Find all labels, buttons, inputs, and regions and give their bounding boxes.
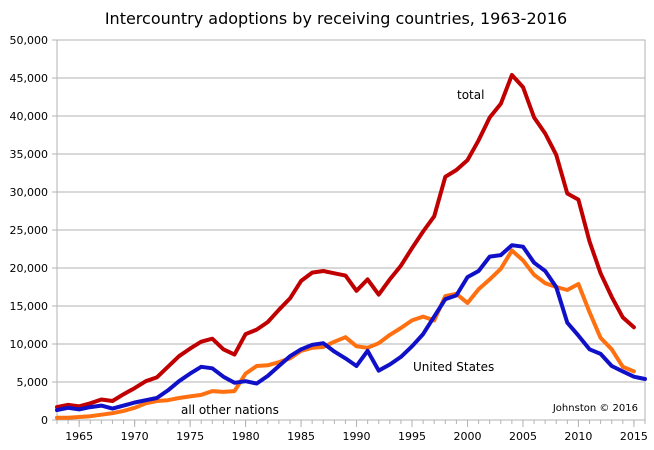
x-tick-label: 1970	[121, 430, 149, 443]
y-tick-label: 5,000	[17, 376, 49, 389]
y-axis-ticks: 0 5,000 10,000 15,000 20,000 25,000 30,000 35,0…	[10, 34, 57, 427]
united-states-label: United States	[413, 360, 494, 374]
x-tick-label: 1975	[176, 430, 204, 443]
series-line-united-states	[55, 243, 647, 413]
x-tick-label: 1985	[287, 430, 315, 443]
y-tick-label: 15,000	[10, 300, 49, 313]
y-tick-label: 30,000	[10, 186, 49, 199]
credit-label: Johnston © 2016	[552, 403, 638, 414]
x-tick-label: 2010	[564, 430, 592, 443]
x-tick-label: 2005	[509, 430, 537, 443]
total-label: total	[457, 88, 484, 102]
all-other-nations-label: all other nations	[181, 403, 279, 417]
y-tick-label: 50,000	[10, 34, 49, 47]
y-tick-label: 25,000	[10, 224, 49, 237]
series-lines	[55, 73, 647, 420]
x-tick-label: 2000	[453, 430, 481, 443]
x-axis-ticks: 1965 1970 1975 1980 1985 1990 1995 2000 2005 2010…	[56, 420, 648, 443]
x-tick-label: 1980	[232, 430, 260, 443]
series-line-total	[55, 73, 636, 410]
x-tick-label: 2015	[620, 430, 648, 443]
y-tick-label: 35,000	[10, 148, 49, 161]
y-tick-label: 0	[41, 414, 48, 427]
series-line-all-other-nations	[55, 248, 636, 420]
x-tick-label: 1995	[398, 430, 426, 443]
chart-title: Intercountry adoptions by receiving coun…	[105, 9, 567, 28]
x-tick-label: 1965	[65, 430, 93, 443]
y-tick-label: 45,000	[10, 72, 49, 85]
y-tick-label: 40,000	[10, 110, 49, 123]
y-tick-label: 20,000	[10, 262, 49, 275]
x-tick-label: 1990	[343, 430, 371, 443]
y-tick-label: 10,000	[10, 338, 49, 351]
